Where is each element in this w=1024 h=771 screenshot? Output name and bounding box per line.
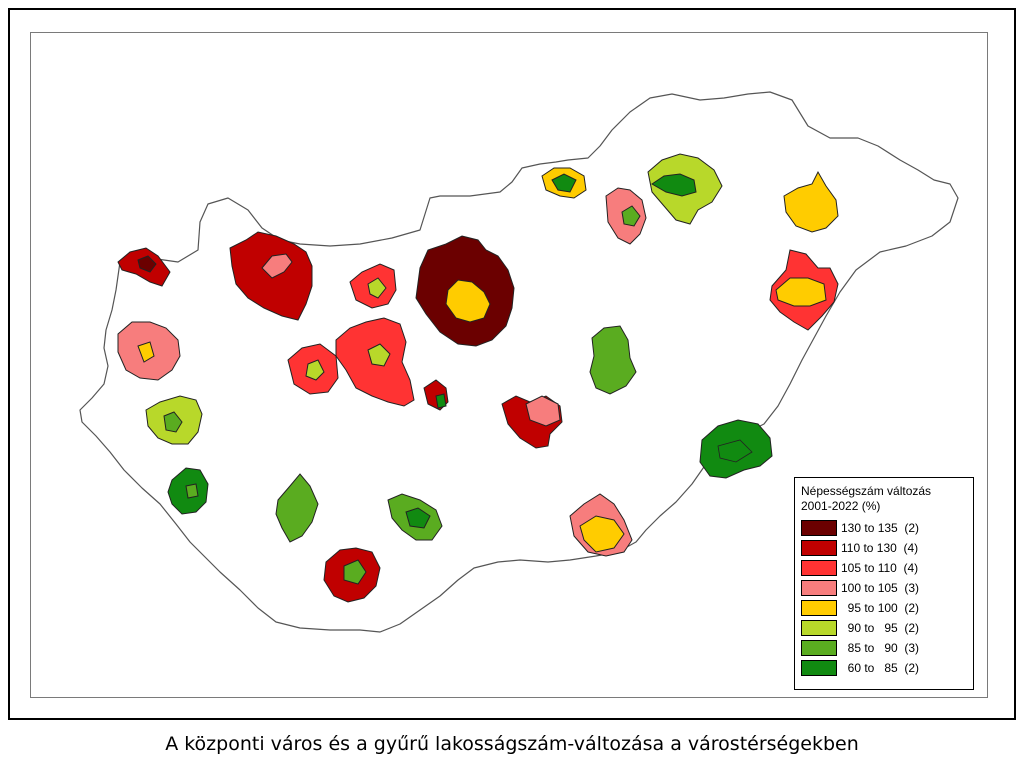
legend-swatch	[801, 639, 837, 656]
region-debrecen-ring	[783, 170, 839, 233]
legend-label: 60 to 85 (2)	[841, 660, 920, 675]
legend-swatch	[801, 519, 837, 536]
region-sopron-core	[137, 255, 157, 273]
region-szombathely-core	[137, 341, 155, 363]
legend-swatch	[801, 659, 837, 676]
legend-label: 110 to 130 (4)	[841, 540, 919, 555]
legend-label: 85 to 90 (3)	[841, 640, 920, 655]
legend-item: 110 to 130 (4)	[801, 539, 918, 556]
hungary-map	[79, 91, 959, 633]
region-eger-ring	[551, 173, 577, 193]
legend-item: 90 to 95 (2)	[801, 619, 919, 636]
legend-swatch	[801, 599, 837, 616]
region-zalaegerszeg-core	[163, 411, 183, 433]
region-szeged-core	[717, 439, 753, 463]
legend-item: 105 to 110 (4)	[801, 559, 918, 576]
region-szeged-ring	[699, 419, 773, 479]
region-pecs-ring	[343, 559, 367, 585]
legend-title-line2: 2001-2022 (%)	[801, 499, 881, 513]
legend-label: 100 to 105 (3)	[841, 580, 920, 595]
legend-item: 60 to 85 (2)	[801, 659, 919, 676]
legend-title: Népességszám változás 2001-2022 (%)	[801, 484, 931, 514]
region-bekescsaba-core	[775, 277, 827, 307]
region-nyiregyhaza-ring	[651, 173, 697, 197]
legend-label: 105 to 110 (4)	[841, 560, 919, 575]
region-nagykanizsa-core	[185, 483, 199, 499]
legend-item: 130 to 135 (2)	[801, 519, 919, 536]
legend-item: 95 to 100 (2)	[801, 599, 919, 616]
region-kaposvar-ring	[275, 473, 319, 543]
legend-swatch	[801, 559, 837, 576]
legend-label: 90 to 95 (2)	[841, 620, 920, 635]
region-kecskemet-ring	[525, 395, 561, 427]
region-dunaujvaros-core	[435, 393, 447, 409]
legend-label: 130 to 135 (2)	[841, 520, 920, 535]
region-tatabanya-core	[367, 343, 391, 367]
region-budapest-core	[445, 279, 491, 323]
region-veszprem-core	[367, 277, 387, 299]
legend-label: 95 to 100 (2)	[841, 600, 920, 615]
region-szekszard-ring	[405, 507, 431, 529]
figure-caption: A központi város és a gyűrű lakosságszám…	[165, 733, 859, 755]
legend-swatch	[801, 539, 837, 556]
legend-swatch	[801, 619, 837, 636]
region-gyor-core	[261, 253, 293, 279]
region-szekesfehervar-core	[305, 359, 325, 381]
legend-item: 100 to 105 (3)	[801, 579, 919, 596]
region-kecskemet-core	[589, 325, 637, 395]
legend-title-line1: Népességszám változás	[801, 484, 932, 498]
map-frame	[30, 32, 988, 698]
region-miskolc-ring	[621, 205, 641, 227]
map-legend: Népességszám változás 2001-2022 (%) 130 …	[794, 477, 974, 690]
legend-swatch	[801, 579, 837, 596]
region-szolnok-core	[579, 515, 625, 553]
legend-item: 85 to 90 (3)	[801, 639, 919, 656]
